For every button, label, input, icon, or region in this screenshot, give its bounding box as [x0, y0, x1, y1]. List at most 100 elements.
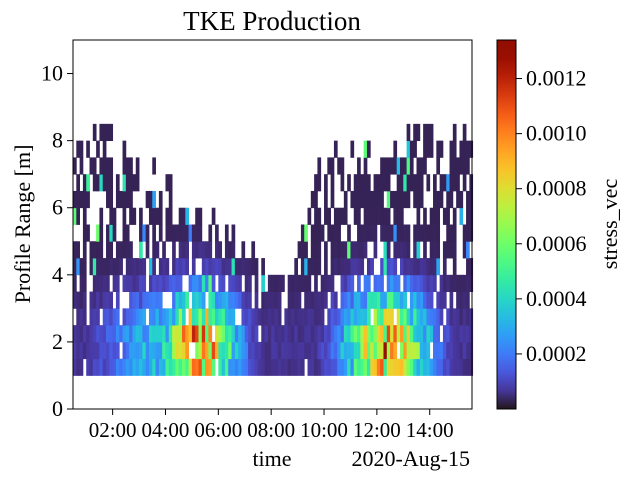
heatmap-cell	[109, 207, 114, 225]
heatmap-cell	[300, 241, 305, 259]
heatmap-cell	[363, 308, 368, 326]
heatmap-cell	[386, 190, 391, 209]
heatmap-cell	[304, 325, 308, 343]
heatmap-cell	[195, 341, 199, 360]
heatmap-cell	[125, 308, 130, 326]
heatmap-cell	[92, 258, 97, 276]
heatmap-cell	[307, 258, 312, 276]
heatmap-cell	[122, 274, 127, 292]
colorbar	[496, 39, 517, 410]
heatmap-cell	[122, 224, 127, 242]
heatmap-cell	[333, 140, 338, 158]
heatmap-cell	[462, 241, 467, 259]
heatmap-cell	[433, 341, 437, 360]
heatmap-cell	[175, 291, 180, 309]
heatmap-cell	[287, 325, 292, 343]
heatmap-cell	[403, 157, 407, 175]
heatmap-cell	[327, 224, 332, 242]
heatmap-cell	[168, 224, 173, 242]
heatmap-cell	[106, 174, 110, 192]
heatmap-cell	[205, 241, 209, 259]
heatmap-cell	[86, 325, 90, 343]
heatmap-cell	[340, 207, 345, 225]
heatmap-cell	[452, 358, 457, 376]
heatmap-cell	[449, 308, 454, 326]
heatmap-cell	[396, 291, 401, 309]
heatmap-cell	[353, 358, 358, 376]
heatmap-cell	[231, 341, 236, 360]
heatmap-cell	[234, 341, 239, 360]
heatmap-cell	[92, 274, 97, 292]
heatmap-cell	[211, 207, 216, 225]
heatmap-cell	[188, 308, 193, 326]
heatmap-cell	[403, 274, 407, 292]
heatmap-cell	[380, 358, 384, 376]
heatmap-cell	[396, 358, 401, 376]
heatmap-cell	[403, 258, 407, 276]
heatmap-cell	[330, 224, 335, 242]
heatmap-cell	[261, 341, 265, 360]
heatmap-cell	[79, 325, 84, 343]
heatmap-cell	[466, 241, 470, 259]
heatmap-cell	[221, 325, 226, 343]
heatmap-cell	[324, 291, 328, 309]
heatmap-cell	[469, 224, 474, 242]
heatmap-cell	[373, 241, 378, 259]
heatmap-cell	[330, 274, 335, 292]
heatmap-cell	[112, 308, 117, 326]
heatmap-cell	[337, 241, 341, 259]
heatmap-cell	[380, 258, 384, 276]
heatmap-cell	[300, 358, 305, 376]
heatmap-cell	[400, 291, 404, 309]
x-tick-label: 12:00	[353, 418, 401, 442]
heatmap-cell	[419, 224, 424, 242]
heatmap-cell	[314, 358, 318, 376]
heatmap-cell	[436, 291, 441, 309]
heatmap-cell	[271, 341, 275, 360]
heatmap-cell	[423, 308, 427, 326]
heatmap-cell	[162, 274, 166, 292]
heatmap-cell	[284, 341, 289, 360]
heatmap-cell	[82, 190, 87, 209]
heatmap-cell	[429, 258, 434, 276]
heatmap-cell	[307, 358, 312, 376]
heatmap-cell	[370, 224, 374, 242]
heatmap-cell	[393, 291, 398, 309]
y-axis-label: Profile Range [m]	[10, 145, 35, 304]
heatmap-cell	[403, 358, 407, 376]
x-offset-label: 2020-Aug-15	[351, 446, 470, 471]
heatmap-cell	[211, 308, 216, 326]
heatmap-cell	[145, 291, 150, 309]
heatmap-cell	[165, 308, 170, 326]
heatmap-cell	[396, 241, 401, 259]
heatmap-cell	[314, 258, 318, 276]
heatmap-cell	[386, 308, 391, 326]
heatmap-cell	[191, 291, 196, 309]
heatmap-cell	[363, 174, 368, 192]
heatmap-cell	[79, 157, 84, 175]
heatmap-cell	[366, 308, 371, 326]
heatmap-cell	[201, 358, 206, 376]
heatmap-cell	[89, 241, 94, 259]
heatmap-cell	[92, 308, 97, 326]
heatmap-cell	[158, 207, 163, 225]
heatmap-cell	[449, 224, 454, 242]
heatmap-cell	[423, 140, 427, 158]
heatmap-cell	[122, 157, 127, 175]
heatmap-cell	[330, 308, 335, 326]
heatmap-cell	[125, 157, 130, 175]
heatmap-cell	[175, 325, 180, 343]
heatmap-cell	[168, 358, 173, 376]
heatmap-cell	[459, 341, 464, 360]
heatmap-cell	[102, 308, 107, 326]
heatmap-cell	[469, 207, 474, 225]
heatmap-cell	[353, 308, 358, 326]
heatmap-cell	[333, 224, 338, 242]
heatmap-cell	[224, 325, 229, 343]
heatmap-cell	[139, 258, 143, 276]
heatmap-cell	[426, 291, 431, 309]
heatmap-cell	[436, 308, 441, 326]
heatmap-cell	[172, 358, 176, 376]
heatmap-cell	[366, 207, 371, 225]
heatmap-cell	[390, 341, 394, 360]
